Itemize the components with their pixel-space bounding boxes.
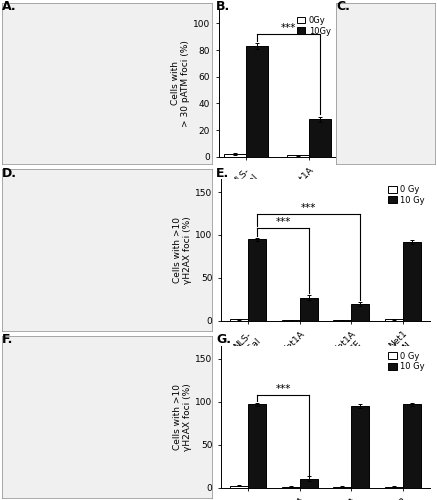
Text: ***: ***: [281, 22, 296, 32]
Legend: 0 Gy, 10 Gy: 0 Gy, 10 Gy: [387, 350, 426, 373]
Bar: [351, 406, 369, 487]
Bar: [309, 120, 331, 156]
Legend: 0 Gy, 10 Gy: 0 Gy, 10 Gy: [387, 184, 426, 206]
Bar: [385, 486, 403, 488]
Text: B.: B.: [216, 0, 231, 13]
Bar: [351, 304, 369, 321]
Y-axis label: Cells with >10
γH2AX foci (%): Cells with >10 γH2AX foci (%): [173, 216, 192, 284]
Bar: [333, 486, 351, 488]
Bar: [246, 46, 268, 156]
Text: ***: ***: [301, 202, 316, 212]
Bar: [224, 154, 246, 156]
Bar: [282, 486, 300, 488]
Bar: [333, 320, 351, 321]
Text: F.: F.: [2, 334, 14, 346]
Legend: 0Gy, 10Gy: 0Gy, 10Gy: [295, 14, 332, 37]
Text: D.: D.: [2, 166, 17, 179]
Text: E.: E.: [216, 166, 229, 179]
Bar: [248, 240, 266, 321]
Y-axis label: Cells with
> 30 pATM foci (%): Cells with > 30 pATM foci (%): [171, 40, 190, 127]
Text: C.: C.: [336, 0, 350, 13]
Bar: [300, 298, 318, 321]
Text: ***: ***: [275, 384, 291, 394]
Bar: [403, 404, 421, 487]
Y-axis label: Cells with >10
γH2AX foci (%): Cells with >10 γH2AX foci (%): [173, 383, 192, 450]
Text: ***: ***: [275, 217, 291, 227]
Bar: [385, 319, 403, 321]
Bar: [230, 319, 248, 321]
Text: G.: G.: [216, 334, 231, 346]
Bar: [230, 486, 248, 488]
Bar: [300, 479, 318, 488]
Bar: [282, 320, 300, 321]
Text: A.: A.: [2, 0, 17, 13]
Bar: [403, 242, 421, 321]
Bar: [248, 404, 266, 487]
